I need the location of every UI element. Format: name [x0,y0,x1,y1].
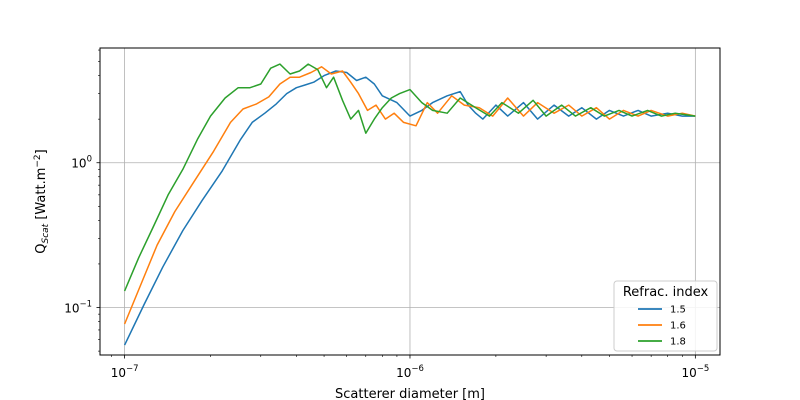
x-tick-base: 10 [396,366,411,380]
x-tick-exp: −7 [126,364,139,374]
legend: Refrac. index 1.5 1.6 1.8 [613,280,718,352]
legend-title: Refrac. index [623,285,709,300]
x-tick-exp: −5 [697,364,710,374]
y-label-base: Q [34,244,49,254]
y-tick-exp: 0 [87,155,92,165]
x-tick-base: 10 [111,366,126,380]
series-lines [123,63,696,346]
series-line-1-6 [123,66,696,325]
x-tick-label: 10−7 [111,364,139,380]
legend-label: 1.5 [670,305,686,316]
series-line-1-5 [123,70,696,346]
legend-label: 1.8 [670,337,686,348]
y-label-unit: [Watt.m [34,168,49,224]
y-label-unit-exp: −2 [33,154,43,167]
y-tick-label: 10−1 [64,300,92,316]
x-tick-label: 10−5 [681,364,709,380]
y-axis-label: QScat [Watt.m−2] [33,149,51,254]
series-line-1-8 [123,63,696,292]
y-label-sub: Scat [41,223,51,243]
x-tick-label: 10−6 [396,364,424,380]
y-tick-base: 10 [71,157,86,171]
y-tick-exp: −1 [79,300,92,310]
x-tick-exp: −6 [411,364,424,374]
y-tick-label: 100 [71,155,92,171]
x-tick-base: 10 [681,366,696,380]
x-axis-label: Scatterer diameter [m] [335,387,485,400]
legend-items: 1.5 1.6 1.8 [638,305,686,348]
legend-box [613,280,718,352]
legend-label: 1.6 [670,321,686,332]
y-tick-base: 10 [64,302,79,316]
y-label-unit-suffix: ] [34,149,49,154]
